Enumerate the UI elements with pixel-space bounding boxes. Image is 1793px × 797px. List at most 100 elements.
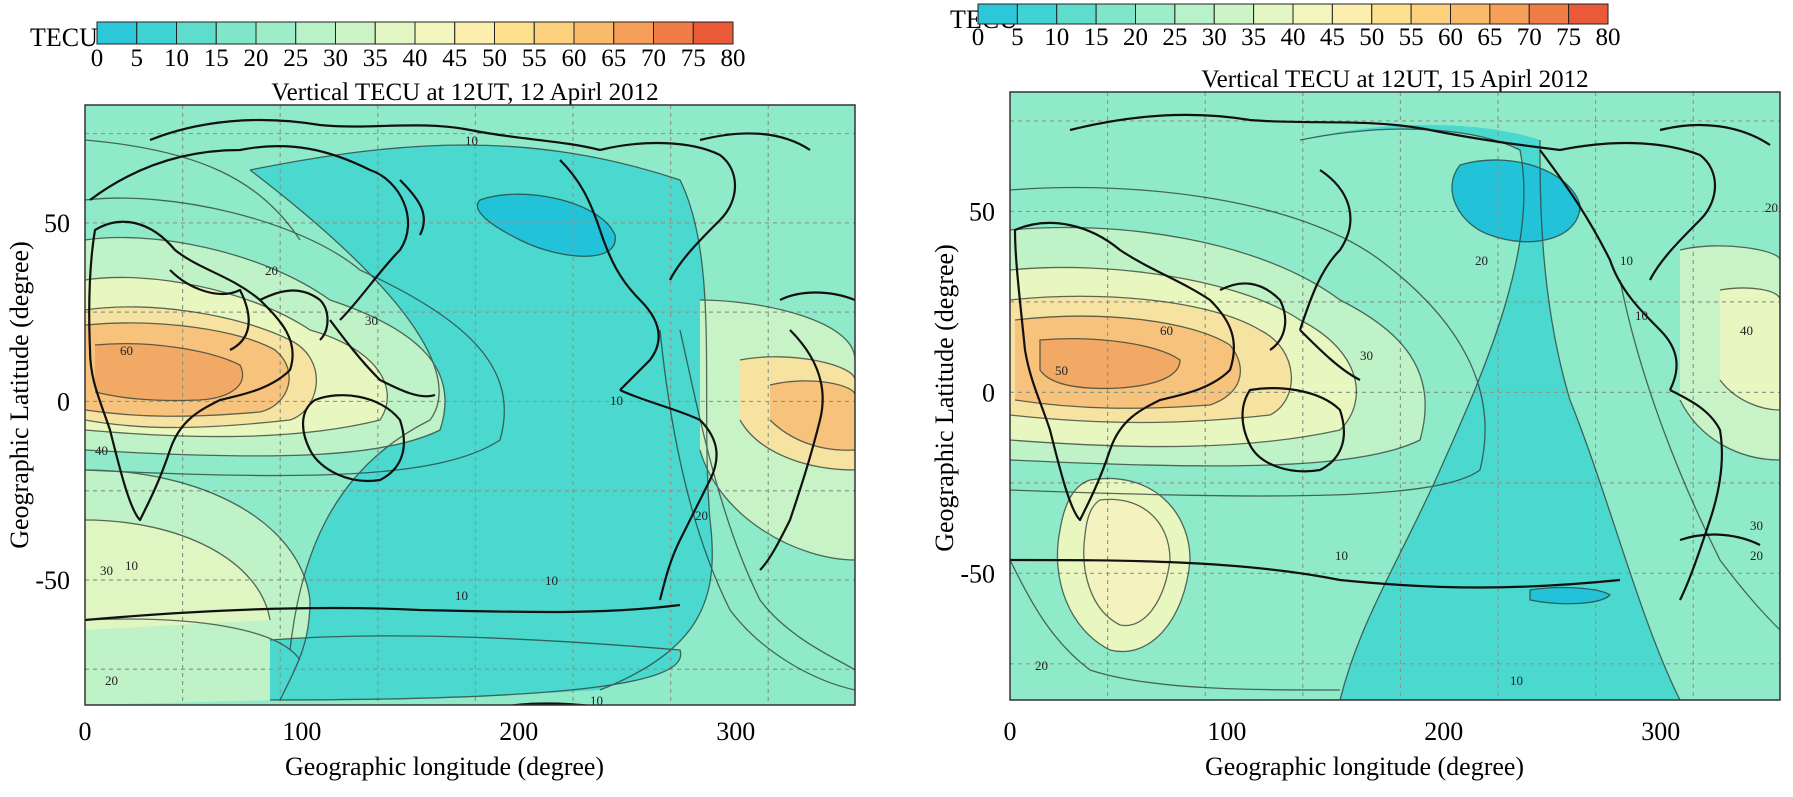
colorbar-swatch	[1489, 3, 1530, 25]
colorbar	[96, 21, 734, 45]
colorbar-tick-label: 40	[403, 45, 428, 72]
contour-label: 10	[455, 588, 468, 603]
map-title: Vertical TECU at 12UT, 12 Apirl 2012	[271, 79, 658, 106]
colorbar-swatch	[977, 3, 1018, 25]
y-tick-label: -50	[960, 559, 995, 588]
colorbar-tick-label: 80	[721, 45, 746, 72]
contour-label: 40	[1740, 323, 1753, 338]
colorbar-tick-label: 15	[1084, 24, 1109, 51]
colorbar-swatch	[1135, 3, 1176, 25]
contour-label: 40	[95, 443, 108, 458]
colorbar-tick-label: 60	[1438, 24, 1463, 51]
colorbar-swatch	[1095, 3, 1136, 25]
map-title: Vertical TECU at 12UT, 15 Apirl 2012	[1201, 66, 1588, 93]
contour-label: 30	[365, 313, 378, 328]
contour-label: 20	[1475, 253, 1488, 268]
colorbar-tick-label: 50	[1359, 24, 1384, 51]
y-tick-label: 0	[982, 378, 995, 407]
tec-contour-map: 10 10 10 10 20 20 30 30 40 60 10 10 20	[85, 105, 855, 708]
contour-label: 10	[590, 693, 603, 708]
colorbar-tick-label: 0	[972, 24, 985, 51]
contour-label: 30	[1750, 518, 1763, 533]
colorbar-swatch	[1528, 3, 1570, 25]
colorbar-swatch	[1568, 3, 1609, 25]
colorbar-swatch	[1016, 3, 1058, 25]
contour-label: 20	[1765, 200, 1778, 215]
contour-label: 10	[1620, 253, 1633, 268]
colorbar-swatch	[374, 21, 416, 45]
contour-label: 10	[610, 393, 623, 408]
colorbar-swatch	[215, 21, 257, 45]
colorbar-swatch	[1213, 3, 1255, 25]
contour-label: 20	[265, 263, 278, 278]
contour-label: 20	[1750, 548, 1763, 563]
colorbar-swatch	[533, 21, 575, 45]
colorbar-swatch	[494, 21, 535, 45]
y-tick-label: -50	[35, 566, 70, 595]
colorbar-swatch	[295, 21, 336, 45]
contour-label: 50	[1055, 363, 1068, 378]
x-tick-label: 200	[499, 717, 538, 746]
colorbar-tick-label: 75	[1556, 24, 1581, 51]
contour-label: 60	[120, 343, 133, 358]
colorbar-swatch	[176, 21, 217, 45]
colorbar-tick-label: 10	[164, 45, 189, 72]
contour-label: 10	[545, 573, 558, 588]
colorbar-tick-label: 65	[601, 45, 626, 72]
x-tick-label: 0	[79, 717, 92, 746]
colorbar-tick-label: 55	[1399, 24, 1424, 51]
y-axis-label: Geographic Latitude (degree)	[5, 241, 34, 549]
colorbar-ticks: 0 5 10 15 20 25 30 35 40 45 50 55 60 65 70 75 80	[91, 45, 746, 72]
colorbar-swatch	[454, 21, 495, 45]
colorbar-swatch	[1253, 3, 1294, 25]
contour-label: 60	[1160, 323, 1173, 338]
y-tick-label: 50	[969, 197, 995, 226]
tec-contour-map: 20 10 30 50 60 10 10 20 30 40 20 10 20	[1010, 92, 1780, 700]
colorbar-tick-label: 5	[131, 45, 144, 72]
colorbar-tick-label: 5	[1011, 24, 1024, 51]
x-tick-label: 200	[1424, 717, 1463, 746]
colorbar-tick-label: 20	[1123, 24, 1148, 51]
x-axis-label: Geographic longitude (degree)	[285, 752, 605, 781]
colorbar-swatch	[1331, 3, 1373, 25]
colorbar-tick-label: 70	[641, 45, 666, 72]
colorbar-tick-label: 55	[522, 45, 547, 72]
colorbar-tick-label: 25	[1162, 24, 1187, 51]
x-tick-label: 0	[1004, 717, 1017, 746]
colorbar-tick-label: 80	[1596, 24, 1621, 51]
colorbar-swatch	[573, 21, 615, 45]
colorbar-ticks: 0 5 10 15 20 25 30 35 40 45 50 55 60 65 70 75 80	[972, 24, 1621, 51]
tec-map-panel-12-april: TECU 0 5 10 15 20 25 30 35 40 45 50 55 60 65 70 75 80 Ve…	[0, 0, 896, 792]
colorbar-swatch	[1410, 3, 1451, 25]
y-tick-label: 0	[57, 387, 70, 416]
y-tick-label: 50	[44, 209, 70, 238]
colorbar-tick-label: 20	[244, 45, 269, 72]
x-tick-label: 100	[1207, 717, 1246, 746]
colorbar	[977, 3, 1609, 25]
colorbar-swatch	[1371, 3, 1412, 25]
colorbar-swatch	[255, 21, 297, 45]
colorbar-tick-label: 45	[442, 45, 467, 72]
contour-label: 10	[125, 558, 138, 573]
colorbar-tick-label: 40	[1281, 24, 1306, 51]
colorbar-swatch	[613, 21, 654, 45]
colorbar-tick-label: 35	[363, 45, 388, 72]
colorbar-tick-label: 65	[1477, 24, 1502, 51]
y-axis-label: Geographic Latitude (degree)	[930, 244, 959, 552]
colorbar-tick-label: 50	[482, 45, 507, 72]
colorbar-tick-label: 10	[1044, 24, 1069, 51]
colorbar-swatch	[136, 21, 177, 45]
colorbar-swatch	[96, 21, 138, 45]
x-tick-label: 300	[716, 717, 755, 746]
colorbar-swatch	[692, 21, 734, 45]
colorbar-tick-label: 30	[323, 45, 348, 72]
colorbar-swatch	[1174, 3, 1215, 25]
contour-label: 10	[1335, 548, 1348, 563]
colorbar-tick-label: 25	[283, 45, 308, 72]
colorbar-tick-label: 45	[1320, 24, 1345, 51]
contour-label: 10	[1635, 308, 1648, 323]
colorbar-unit-label: TECU	[30, 23, 98, 52]
colorbar-tick-label: 30	[1202, 24, 1227, 51]
